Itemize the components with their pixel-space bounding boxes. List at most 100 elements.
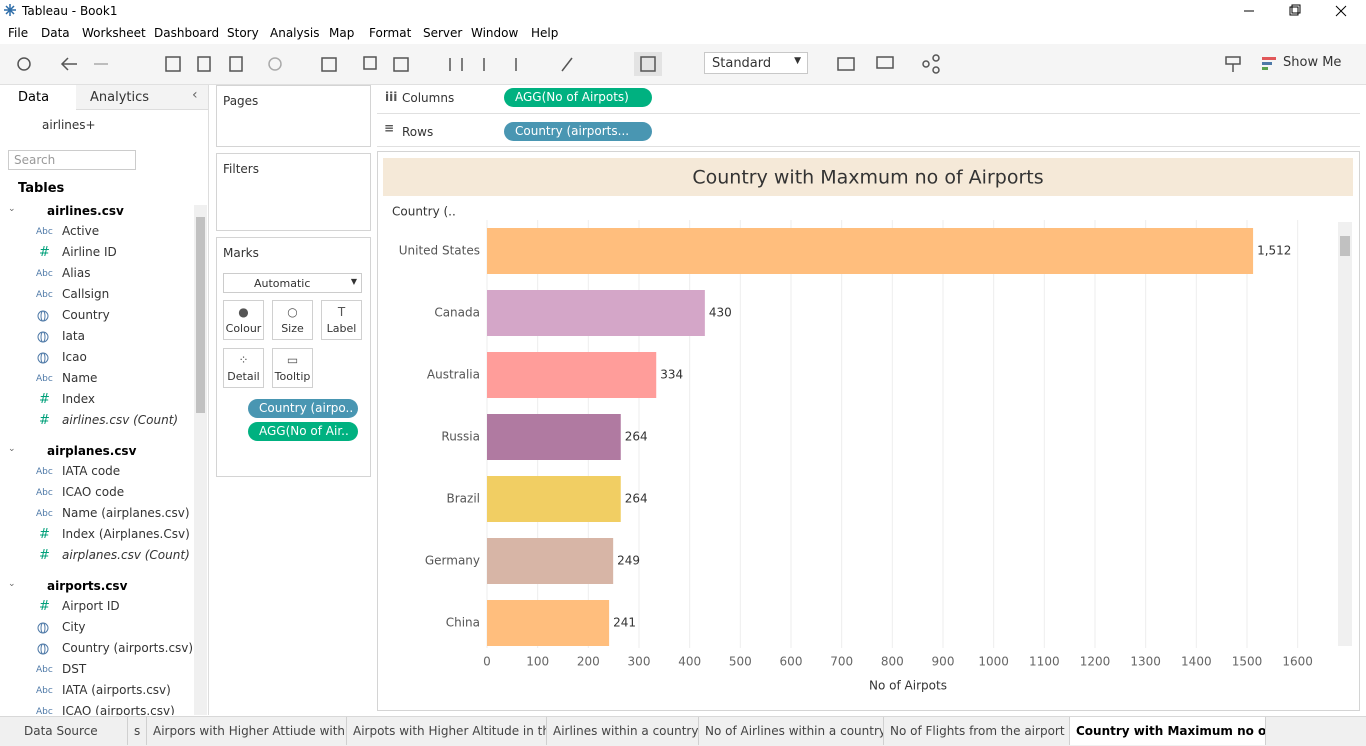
table-toggle[interactable]: ⌄ [8, 444, 16, 454]
menu-item[interactable]: Story [227, 26, 259, 40]
field-type-icon: Abc [36, 374, 53, 384]
table-name[interactable]: airlines.csv [47, 204, 124, 218]
sheet-tab[interactable]: Airpots with Higher Altitude in th... [347, 717, 547, 745]
field-type-icon: Abc [36, 488, 53, 498]
table-toggle[interactable]: ⌄ [8, 204, 16, 214]
field-name[interactable]: IATA (airports.csv) [62, 683, 171, 697]
scrollbar [1338, 222, 1352, 646]
field-name[interactable]: Iata [62, 329, 85, 343]
x-axis-label: No of Airpots [869, 679, 947, 693]
x-tick-label: 800 [881, 655, 904, 669]
table-name[interactable]: airplanes.csv [47, 444, 137, 458]
field-name[interactable]: Country [62, 308, 110, 322]
geo-icon-shape [40, 310, 46, 322]
field-type-icon: Abc [36, 509, 53, 519]
sheet-tab[interactable]: Airlines within a country [547, 717, 699, 745]
menu-item[interactable]: Data [41, 26, 70, 40]
y-tick-label: Australia [427, 368, 480, 382]
analytics-tab[interactable]: Analytics ‹ [76, 85, 208, 110]
sheet-tab[interactable]: No of Airlines within a country [699, 717, 884, 745]
geo-icon [37, 352, 49, 364]
field-name[interactable]: Icao [62, 350, 87, 364]
data-source-name[interactable]: airlines+ [42, 118, 96, 132]
card-label: Detail [227, 370, 260, 383]
shelf-title: Pages [223, 94, 259, 108]
field-name[interactable]: DST [62, 662, 87, 676]
menu-item[interactable]: Window [471, 26, 519, 40]
sheet-tab[interactable]: Data Source [0, 717, 128, 745]
geo-icon [37, 310, 49, 322]
value-label: 241 [613, 616, 636, 630]
field-name[interactable]: airplanes.csv (Count) [62, 548, 190, 562]
show-me-button[interactable]: Show Me [1283, 55, 1342, 70]
sheet-tab[interactable]: Country with Maximum no of A... [1070, 717, 1266, 745]
mark-card-button[interactable]: ⁘ Detail [223, 348, 264, 388]
y-header: Country (.. [392, 205, 456, 219]
tab-label: Analytics [90, 90, 150, 105]
field-name[interactable]: ICAO code [62, 485, 125, 499]
menu-item[interactable]: Map [329, 26, 355, 40]
mark-card-button[interactable]: ● Colour [223, 300, 264, 340]
field-name[interactable]: Index (Airplanes.Csv) [62, 527, 190, 541]
sheet-tab[interactable]: No of Flights from the airport [884, 717, 1070, 745]
value-label: 264 [625, 430, 648, 444]
field-type-icon: # [39, 599, 50, 614]
field-name[interactable]: Index [62, 392, 96, 406]
tab-label: Data [18, 90, 50, 105]
rows-pill[interactable]: Country (airports... [504, 122, 652, 141]
geo-icon-shape [37, 310, 49, 322]
geo-icon-shape [40, 643, 46, 655]
x-tick-label: 400 [678, 655, 701, 669]
menu-item[interactable]: Worksheet [82, 26, 146, 40]
field-name[interactable]: Callsign [62, 287, 110, 301]
field-name[interactable]: Alias [62, 266, 91, 280]
geo-icon-shape [40, 331, 46, 343]
menu-item[interactable]: Dashboard [154, 26, 220, 40]
field-list: airlines.csv ⌄ Abc Active # Airline ID Abc Alia… [0, 85, 208, 715]
marks-pill[interactable]: Country (airpo.. [248, 399, 358, 418]
marks-pill[interactable]: AGG(No of Air.. [248, 422, 358, 441]
value-label: 249 [617, 554, 640, 568]
sheet-tab[interactable]: s [128, 717, 147, 745]
card-icon: T [337, 305, 346, 319]
field-name[interactable]: City [62, 620, 86, 634]
menu-item[interactable]: Help [531, 26, 559, 40]
field-name[interactable]: IATA code [62, 464, 121, 478]
columns-pill[interactable]: AGG(No of Airpots) [504, 88, 652, 107]
card-icon: ● [238, 305, 249, 319]
toolbar-icons [17, 52, 1276, 76]
scrollbar[interactable] [194, 205, 207, 715]
menu-item[interactable]: Analysis [270, 26, 320, 40]
menu-item[interactable]: Server [423, 26, 463, 40]
menu-item[interactable]: Format [369, 26, 412, 40]
field-name[interactable]: ICAO (airports.csv) [62, 704, 175, 715]
bar [487, 538, 614, 584]
mark-card-button[interactable]: ▭ Tooltip [272, 348, 313, 388]
mark-card-button[interactable]: T Label [321, 300, 362, 340]
sheet-tab-label: s [134, 724, 141, 738]
field-name[interactable]: Active [62, 224, 100, 238]
mark-card-button[interactable]: ○ Size [272, 300, 313, 340]
mark-type-dropdown[interactable]: Automatic ▼ [223, 273, 362, 293]
field-name[interactable]: Country (airports.csv) [62, 641, 194, 655]
y-tick-label: Brazil [447, 492, 481, 506]
geo-icon-shape [37, 622, 49, 634]
card-icon: ⁘ [238, 353, 249, 367]
table-name[interactable]: airports.csv [47, 579, 128, 593]
data-tab[interactable]: Data [0, 85, 76, 111]
field-name[interactable]: Name [62, 371, 98, 385]
fit-dropdown[interactable]: Standard ▼ [704, 52, 808, 74]
field-name[interactable]: Airport ID [62, 599, 120, 613]
menu-item[interactable]: File [8, 26, 29, 40]
window-controls[interactable] [1230, 2, 1360, 20]
x-tick-label: 1200 [1080, 655, 1111, 669]
data-pane: Data Analytics ‹ airlines+ Search Tables … [0, 85, 209, 715]
sheet-tab-label: Airlines within a country [553, 724, 699, 738]
field-name[interactable]: Airline ID [62, 245, 117, 259]
field-name[interactable]: Name (airplanes.csv) [62, 506, 190, 520]
value-label: 334 [660, 368, 683, 382]
search-box[interactable]: Search [8, 150, 136, 170]
table-toggle[interactable]: ⌄ [8, 579, 16, 589]
field-name[interactable]: airlines.csv (Count) [62, 413, 179, 427]
sheet-tab[interactable]: Airpors with Higher Attiude withi... [147, 717, 347, 745]
